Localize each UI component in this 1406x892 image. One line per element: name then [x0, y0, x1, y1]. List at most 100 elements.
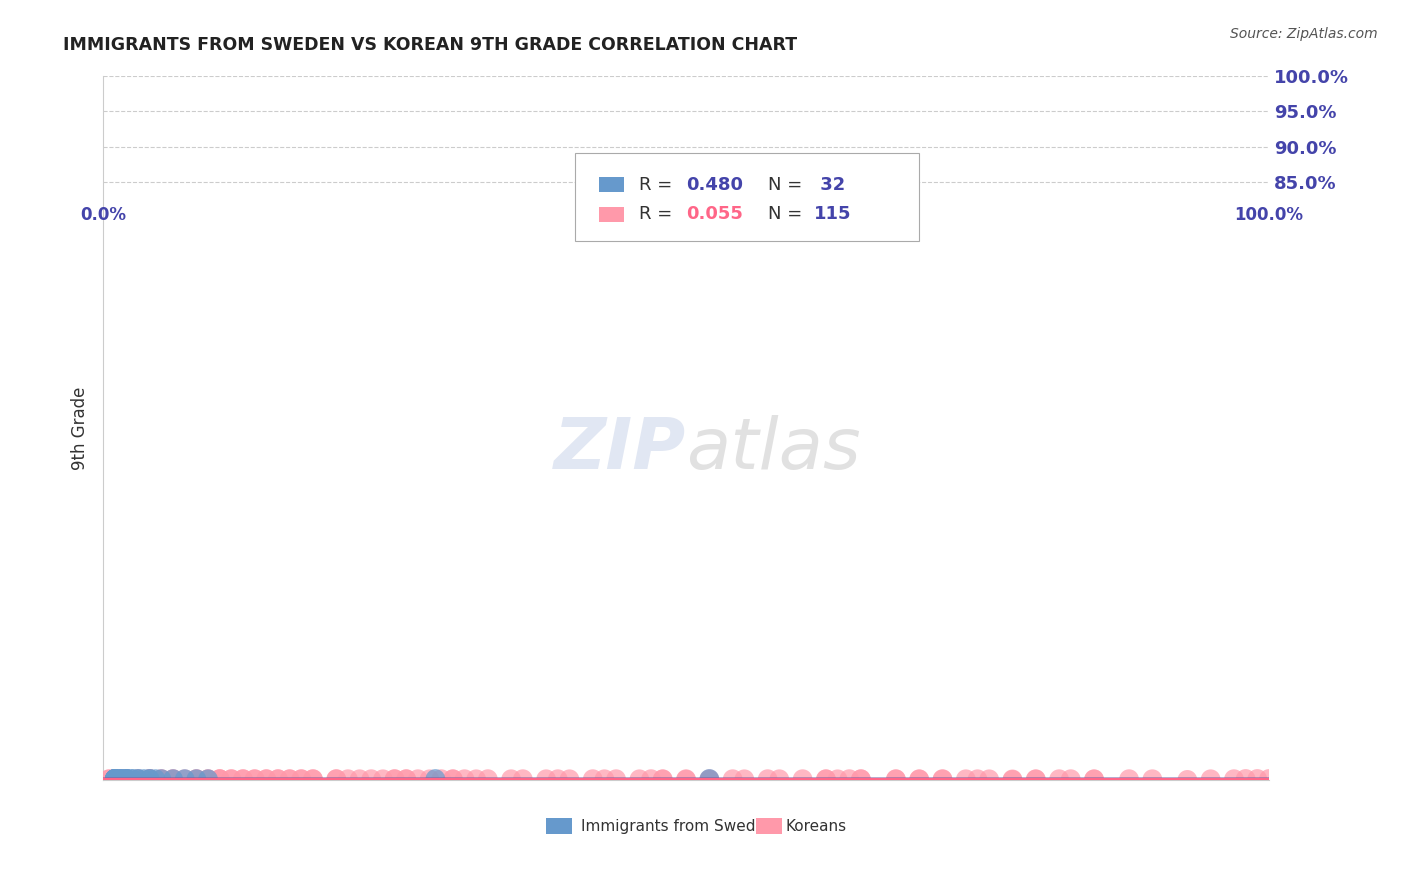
Point: [290, 772, 312, 786]
Point: [186, 772, 208, 787]
Point: [139, 772, 162, 786]
Point: [792, 772, 814, 786]
Point: [173, 772, 195, 786]
Point: [1047, 772, 1070, 786]
Point: [1083, 772, 1105, 787]
Point: [1001, 772, 1024, 787]
Point: [197, 772, 219, 787]
Point: [371, 772, 394, 787]
Point: [768, 772, 790, 787]
Text: Source: ZipAtlas.com: Source: ZipAtlas.com: [1230, 27, 1378, 41]
Point: [121, 772, 143, 786]
Point: [733, 772, 755, 787]
Point: [208, 772, 231, 787]
Point: [838, 772, 860, 786]
Point: [1246, 772, 1268, 786]
Point: [1025, 772, 1047, 787]
Point: [384, 772, 406, 786]
Point: [104, 772, 127, 787]
Point: [465, 772, 488, 787]
Point: [1234, 772, 1257, 786]
Point: [582, 772, 605, 786]
Point: [115, 772, 138, 786]
Point: [139, 772, 162, 786]
Point: [1175, 772, 1198, 787]
Point: [267, 772, 290, 786]
Point: [302, 772, 325, 787]
Point: [115, 772, 138, 787]
Point: [115, 772, 138, 786]
Text: IMMIGRANTS FROM SWEDEN VS KOREAN 9TH GRADE CORRELATION CHART: IMMIGRANTS FROM SWEDEN VS KOREAN 9TH GRA…: [63, 36, 797, 54]
Point: [1142, 772, 1164, 787]
Point: [477, 772, 499, 786]
Point: [162, 772, 184, 786]
Point: [605, 772, 627, 786]
Point: [139, 772, 162, 787]
Point: [127, 772, 149, 786]
Point: [139, 772, 162, 786]
Point: [534, 772, 557, 787]
Point: [430, 772, 453, 786]
Point: [908, 772, 931, 787]
Point: [501, 772, 523, 787]
Point: [384, 772, 406, 787]
Point: [884, 772, 907, 787]
Text: N =: N =: [768, 205, 807, 223]
Point: [243, 772, 266, 787]
Point: [104, 772, 127, 786]
Point: [221, 772, 243, 787]
Y-axis label: 9th Grade: 9th Grade: [72, 386, 89, 469]
Point: [441, 772, 464, 787]
Point: [419, 772, 441, 787]
Point: [721, 772, 744, 786]
Point: [979, 772, 1001, 787]
Point: [425, 772, 447, 786]
Text: R =: R =: [640, 205, 679, 223]
Point: [110, 772, 132, 786]
Point: [104, 772, 127, 787]
Point: [453, 772, 475, 786]
Point: [884, 772, 907, 786]
Text: R =: R =: [640, 176, 679, 194]
Text: 0.480: 0.480: [686, 176, 742, 194]
Point: [651, 772, 673, 787]
Text: 100.0%: 100.0%: [1234, 206, 1303, 224]
Point: [115, 772, 138, 786]
Point: [547, 772, 569, 786]
Point: [1025, 772, 1047, 787]
Point: [406, 772, 429, 786]
Point: [593, 772, 616, 787]
Point: [254, 772, 277, 787]
Point: [628, 772, 651, 787]
Point: [104, 772, 127, 786]
Point: [699, 772, 721, 786]
Point: [827, 772, 849, 787]
Point: [127, 772, 149, 787]
Point: [121, 772, 143, 786]
Point: [208, 772, 231, 786]
Point: [325, 772, 347, 786]
Point: [150, 772, 173, 786]
Point: [110, 772, 132, 786]
Text: Koreans: Koreans: [785, 819, 846, 833]
Point: [360, 772, 382, 786]
Point: [232, 772, 254, 787]
Point: [395, 772, 418, 787]
Point: [1060, 772, 1083, 786]
Text: N =: N =: [768, 176, 807, 194]
Point: [814, 772, 837, 787]
Point: [278, 772, 301, 787]
Point: [186, 772, 208, 786]
Point: [814, 772, 837, 787]
Point: [966, 772, 988, 787]
Point: [955, 772, 977, 787]
Point: [162, 772, 184, 787]
Point: [1083, 772, 1105, 787]
Point: [558, 772, 581, 787]
Point: [441, 772, 464, 787]
Point: [127, 772, 149, 786]
FancyBboxPatch shape: [575, 153, 920, 241]
Point: [349, 772, 371, 787]
Point: [849, 772, 872, 787]
Point: [699, 772, 721, 787]
